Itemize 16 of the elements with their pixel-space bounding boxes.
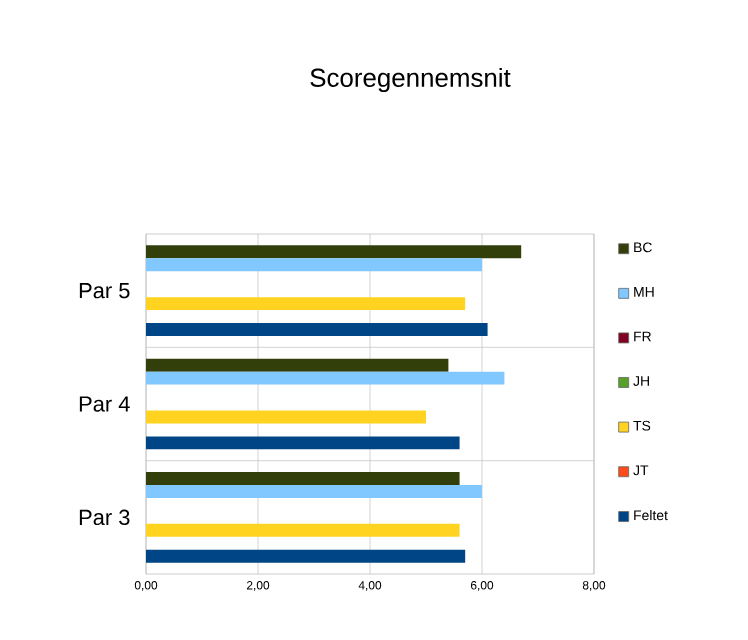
- bar: [146, 484, 482, 498]
- y-tick-label: Par 5: [79, 283, 130, 299]
- y-tick-label: Par 4: [79, 396, 130, 412]
- bar: [146, 523, 460, 537]
- bar: [146, 436, 460, 450]
- bar: [146, 258, 482, 272]
- bar: [146, 323, 488, 337]
- bar: [146, 549, 466, 563]
- bar: [146, 472, 460, 485]
- chart-title: Scoregennemsnit: [310, 67, 511, 93]
- y-tick-label: Par 3: [79, 509, 130, 526]
- bar: [146, 410, 426, 424]
- bar: [146, 297, 466, 311]
- bar: [146, 371, 505, 385]
- bar: [146, 245, 522, 259]
- bar: [146, 358, 449, 372]
